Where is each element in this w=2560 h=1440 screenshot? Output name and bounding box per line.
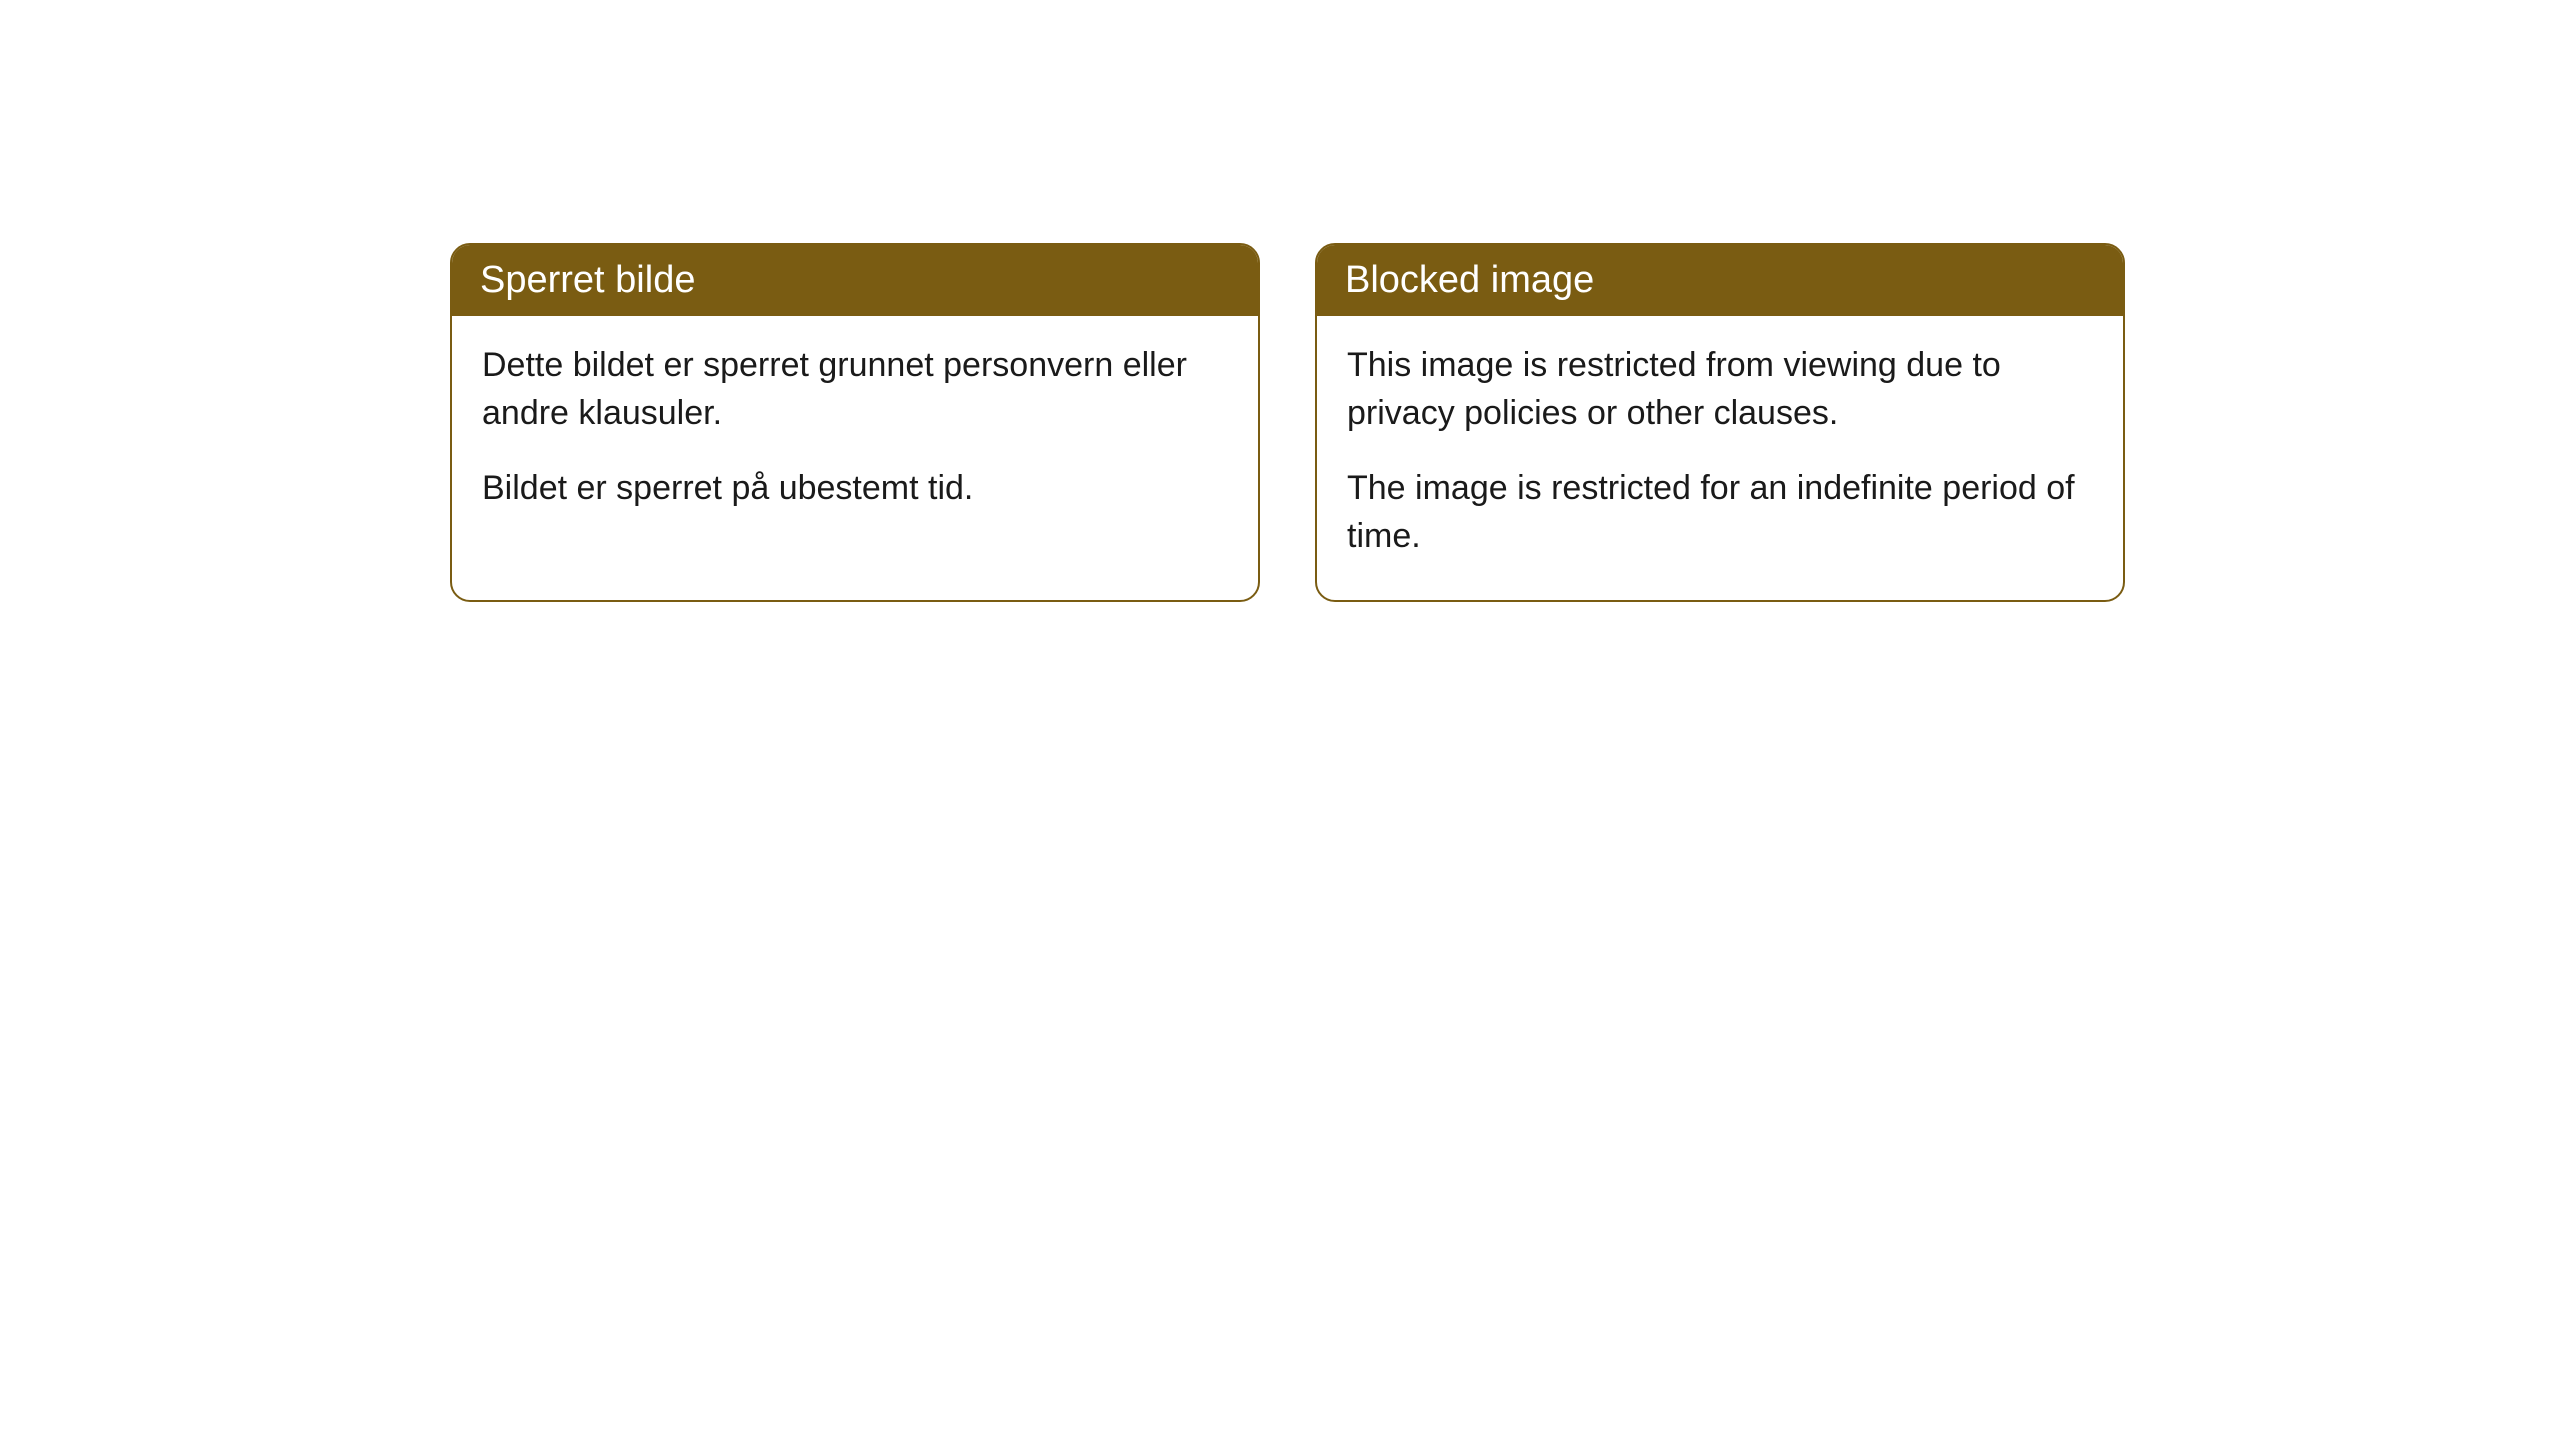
card-text-norwegian-1: Dette bildet er sperret grunnet personve… — [482, 342, 1228, 437]
blocked-image-card-english: Blocked image This image is restricted f… — [1315, 243, 2125, 602]
card-header-norwegian: Sperret bilde — [452, 245, 1258, 316]
card-body-norwegian: Dette bildet er sperret grunnet personve… — [452, 316, 1258, 553]
cards-container: Sperret bilde Dette bildet er sperret gr… — [0, 0, 2560, 602]
blocked-image-card-norwegian: Sperret bilde Dette bildet er sperret gr… — [450, 243, 1260, 602]
card-body-english: This image is restricted from viewing du… — [1317, 316, 2123, 600]
card-text-norwegian-2: Bildet er sperret på ubestemt tid. — [482, 465, 1228, 513]
card-text-english-2: The image is restricted for an indefinit… — [1347, 465, 2093, 560]
card-text-english-1: This image is restricted from viewing du… — [1347, 342, 2093, 437]
card-header-english: Blocked image — [1317, 245, 2123, 316]
